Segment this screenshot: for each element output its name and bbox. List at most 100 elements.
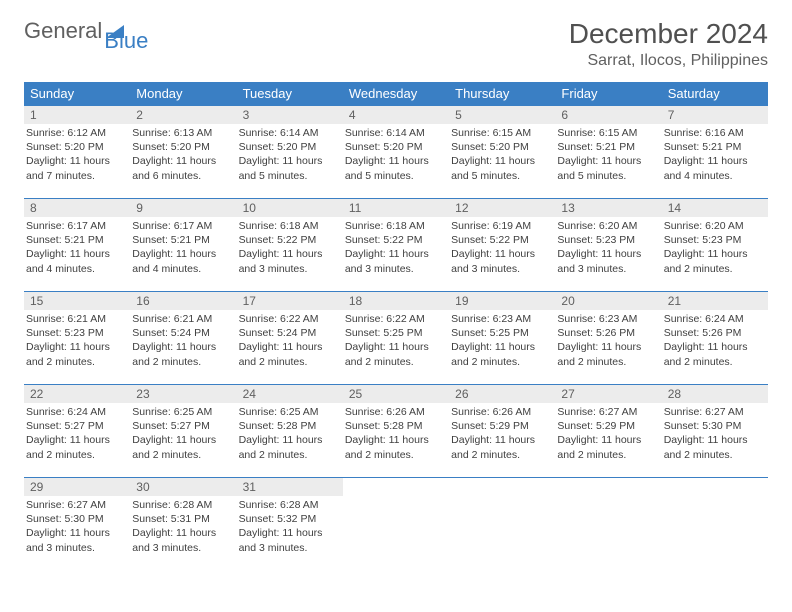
sunrise-text: Sunrise: 6:21 AM: [132, 312, 232, 326]
day-info: Sunrise: 6:14 AMSunset: 5:20 PMDaylight:…: [237, 124, 343, 183]
daylight-text: Daylight: 11 hours and 6 minutes.: [132, 154, 232, 182]
sunset-text: Sunset: 5:20 PM: [345, 140, 445, 154]
day-cell: 14Sunrise: 6:20 AMSunset: 5:23 PMDayligh…: [662, 199, 768, 277]
day-cell: 19Sunrise: 6:23 AMSunset: 5:25 PMDayligh…: [449, 292, 555, 370]
day-info: Sunrise: 6:25 AMSunset: 5:28 PMDaylight:…: [237, 403, 343, 462]
empty-cell: [555, 478, 661, 556]
sunset-text: Sunset: 5:21 PM: [26, 233, 126, 247]
daylight-text: Daylight: 11 hours and 3 minutes.: [557, 247, 657, 275]
sunset-text: Sunset: 5:20 PM: [26, 140, 126, 154]
sunset-text: Sunset: 5:25 PM: [345, 326, 445, 340]
day-cell: 11Sunrise: 6:18 AMSunset: 5:22 PMDayligh…: [343, 199, 449, 277]
sunset-text: Sunset: 5:20 PM: [239, 140, 339, 154]
sunrise-text: Sunrise: 6:21 AM: [26, 312, 126, 326]
day-info: Sunrise: 6:23 AMSunset: 5:25 PMDaylight:…: [449, 310, 555, 369]
day-info: Sunrise: 6:14 AMSunset: 5:20 PMDaylight:…: [343, 124, 449, 183]
day-cell: 4Sunrise: 6:14 AMSunset: 5:20 PMDaylight…: [343, 106, 449, 184]
daylight-text: Daylight: 11 hours and 4 minutes.: [664, 154, 764, 182]
day-info: Sunrise: 6:20 AMSunset: 5:23 PMDaylight:…: [555, 217, 661, 276]
day-cell: 31Sunrise: 6:28 AMSunset: 5:32 PMDayligh…: [237, 478, 343, 556]
logo-text-blue: Blue: [104, 28, 148, 54]
week-row: 15Sunrise: 6:21 AMSunset: 5:23 PMDayligh…: [24, 291, 768, 370]
weekday-header: Sunday Monday Tuesday Wednesday Thursday…: [24, 82, 768, 105]
sunset-text: Sunset: 5:29 PM: [557, 419, 657, 433]
daylight-text: Daylight: 11 hours and 3 minutes.: [132, 526, 232, 554]
daylight-text: Daylight: 11 hours and 4 minutes.: [26, 247, 126, 275]
daylight-text: Daylight: 11 hours and 5 minutes.: [345, 154, 445, 182]
day-number: 29: [24, 478, 130, 496]
sunset-text: Sunset: 5:31 PM: [132, 512, 232, 526]
day-info: Sunrise: 6:28 AMSunset: 5:32 PMDaylight:…: [237, 496, 343, 555]
sunset-text: Sunset: 5:23 PM: [557, 233, 657, 247]
day-info: Sunrise: 6:17 AMSunset: 5:21 PMDaylight:…: [24, 217, 130, 276]
sunrise-text: Sunrise: 6:17 AM: [132, 219, 232, 233]
daylight-text: Daylight: 11 hours and 3 minutes.: [239, 526, 339, 554]
day-number: 21: [662, 292, 768, 310]
day-info: Sunrise: 6:18 AMSunset: 5:22 PMDaylight:…: [343, 217, 449, 276]
day-cell: 24Sunrise: 6:25 AMSunset: 5:28 PMDayligh…: [237, 385, 343, 463]
weekday-label: Sunday: [24, 82, 130, 105]
day-cell: 25Sunrise: 6:26 AMSunset: 5:28 PMDayligh…: [343, 385, 449, 463]
sunset-text: Sunset: 5:24 PM: [132, 326, 232, 340]
sunset-text: Sunset: 5:25 PM: [451, 326, 551, 340]
sunrise-text: Sunrise: 6:28 AM: [239, 498, 339, 512]
week-row: 8Sunrise: 6:17 AMSunset: 5:21 PMDaylight…: [24, 198, 768, 277]
sunrise-text: Sunrise: 6:24 AM: [26, 405, 126, 419]
sunrise-text: Sunrise: 6:20 AM: [557, 219, 657, 233]
day-number: 17: [237, 292, 343, 310]
day-number: 31: [237, 478, 343, 496]
day-info: Sunrise: 6:17 AMSunset: 5:21 PMDaylight:…: [130, 217, 236, 276]
empty-cell: [343, 478, 449, 556]
day-number: 27: [555, 385, 661, 403]
daylight-text: Daylight: 11 hours and 2 minutes.: [345, 340, 445, 368]
day-cell: 27Sunrise: 6:27 AMSunset: 5:29 PMDayligh…: [555, 385, 661, 463]
sunrise-text: Sunrise: 6:27 AM: [26, 498, 126, 512]
day-cell: 5Sunrise: 6:15 AMSunset: 5:20 PMDaylight…: [449, 106, 555, 184]
day-info: Sunrise: 6:18 AMSunset: 5:22 PMDaylight:…: [237, 217, 343, 276]
daylight-text: Daylight: 11 hours and 3 minutes.: [239, 247, 339, 275]
sunset-text: Sunset: 5:32 PM: [239, 512, 339, 526]
day-number: 14: [662, 199, 768, 217]
day-info: Sunrise: 6:26 AMSunset: 5:28 PMDaylight:…: [343, 403, 449, 462]
day-cell: 8Sunrise: 6:17 AMSunset: 5:21 PMDaylight…: [24, 199, 130, 277]
sunrise-text: Sunrise: 6:27 AM: [664, 405, 764, 419]
sunrise-text: Sunrise: 6:17 AM: [26, 219, 126, 233]
day-number: 10: [237, 199, 343, 217]
day-number: 23: [130, 385, 236, 403]
daylight-text: Daylight: 11 hours and 7 minutes.: [26, 154, 126, 182]
daylight-text: Daylight: 11 hours and 2 minutes.: [664, 247, 764, 275]
day-cell: 30Sunrise: 6:28 AMSunset: 5:31 PMDayligh…: [130, 478, 236, 556]
day-number: 11: [343, 199, 449, 217]
daylight-text: Daylight: 11 hours and 4 minutes.: [132, 247, 232, 275]
sunrise-text: Sunrise: 6:23 AM: [451, 312, 551, 326]
daylight-text: Daylight: 11 hours and 2 minutes.: [451, 340, 551, 368]
sunrise-text: Sunrise: 6:13 AM: [132, 126, 232, 140]
daylight-text: Daylight: 11 hours and 2 minutes.: [345, 433, 445, 461]
sunrise-text: Sunrise: 6:28 AM: [132, 498, 232, 512]
daylight-text: Daylight: 11 hours and 2 minutes.: [239, 340, 339, 368]
sunset-text: Sunset: 5:24 PM: [239, 326, 339, 340]
day-cell: 18Sunrise: 6:22 AMSunset: 5:25 PMDayligh…: [343, 292, 449, 370]
day-info: Sunrise: 6:27 AMSunset: 5:30 PMDaylight:…: [24, 496, 130, 555]
day-cell: 26Sunrise: 6:26 AMSunset: 5:29 PMDayligh…: [449, 385, 555, 463]
sunset-text: Sunset: 5:26 PM: [557, 326, 657, 340]
day-number: 25: [343, 385, 449, 403]
daylight-text: Daylight: 11 hours and 2 minutes.: [26, 433, 126, 461]
weekday-label: Wednesday: [343, 82, 449, 105]
sunrise-text: Sunrise: 6:22 AM: [345, 312, 445, 326]
day-info: Sunrise: 6:21 AMSunset: 5:23 PMDaylight:…: [24, 310, 130, 369]
sunrise-text: Sunrise: 6:27 AM: [557, 405, 657, 419]
day-cell: 12Sunrise: 6:19 AMSunset: 5:22 PMDayligh…: [449, 199, 555, 277]
day-cell: 22Sunrise: 6:24 AMSunset: 5:27 PMDayligh…: [24, 385, 130, 463]
sunrise-text: Sunrise: 6:26 AM: [345, 405, 445, 419]
daylight-text: Daylight: 11 hours and 2 minutes.: [664, 433, 764, 461]
sunset-text: Sunset: 5:23 PM: [26, 326, 126, 340]
sunrise-text: Sunrise: 6:14 AM: [345, 126, 445, 140]
day-number: 28: [662, 385, 768, 403]
daylight-text: Daylight: 11 hours and 2 minutes.: [239, 433, 339, 461]
sunset-text: Sunset: 5:27 PM: [132, 419, 232, 433]
day-number: 26: [449, 385, 555, 403]
sunset-text: Sunset: 5:22 PM: [239, 233, 339, 247]
sunrise-text: Sunrise: 6:15 AM: [557, 126, 657, 140]
daylight-text: Daylight: 11 hours and 3 minutes.: [345, 247, 445, 275]
